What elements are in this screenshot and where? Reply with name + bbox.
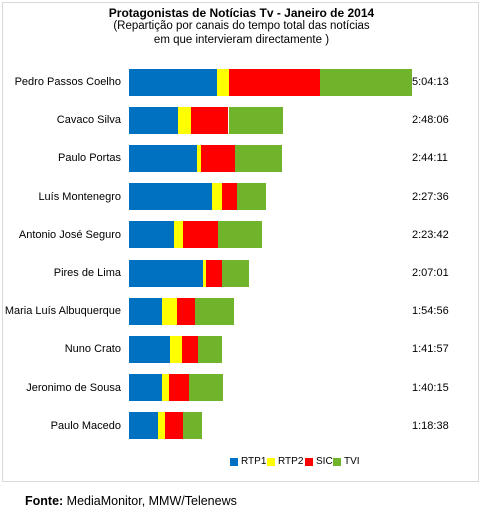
bar-segment-sic	[182, 221, 219, 249]
legend-label: RTP1	[241, 456, 267, 467]
bar-segment-rtp1	[129, 106, 179, 134]
category-label: Pires de Lima	[53, 267, 121, 279]
total-time-label: 2:48:06	[412, 114, 449, 127]
total-time-label: 2:07:01	[412, 267, 449, 279]
source-text: MediaMonitor, MMW/Telenews	[63, 494, 237, 508]
total-time-label: 2:23:42	[412, 228, 449, 241]
legend-swatch	[333, 457, 341, 466]
legend-label: SIC	[316, 456, 333, 467]
category-label: Paulo Portas	[58, 152, 121, 165]
legend-label: TVI	[344, 456, 360, 467]
legend-item-tvi: TVI	[333, 456, 360, 467]
legend-item-sic: SIC	[305, 456, 333, 467]
bar-segment-rtp1	[129, 297, 162, 325]
bar-segment-rtp1	[129, 335, 170, 363]
legend-swatch	[267, 457, 275, 466]
bar-segment-rtp1	[129, 412, 158, 440]
bar-segment-tvi	[319, 68, 412, 96]
category-label: Cavaco Silva	[56, 114, 121, 127]
total-time-label: 1:18:38	[412, 419, 449, 432]
chart-legend: RTP1 RTP2 SIC TVI	[0, 456, 483, 470]
bar-segment-sic	[222, 183, 237, 211]
source-footer: Fonte: MediaMonitor, MMW/Telenews	[25, 494, 237, 508]
bar-segment-rtp1	[129, 144, 197, 172]
bar-segment-tvi	[222, 259, 249, 287]
bar-segment-rtp1	[129, 221, 174, 249]
bar-segment-rtp2	[161, 374, 169, 402]
chart-frame	[2, 2, 479, 482]
bar-segment-rtp2	[211, 183, 222, 211]
bar-segment-rtp2	[196, 144, 201, 172]
bar-segment-sic	[168, 374, 189, 402]
legend-swatch	[230, 457, 238, 466]
category-label: Maria Luís Albuquerque	[4, 305, 121, 318]
category-label: Jeronimo de Sousa	[26, 381, 121, 394]
bar-segment-rtp2	[169, 335, 182, 363]
bar-segment-sic	[191, 106, 229, 134]
total-time-label: 2:44:11	[412, 152, 448, 165]
chart-subtitle-line1: (Repartição por canais do tempo total da…	[113, 20, 370, 32]
total-time-label: 1:54:56	[412, 305, 449, 318]
bar-segment-rtp1	[129, 68, 218, 96]
bar-segment-rtp2	[178, 106, 192, 134]
category-label: Pedro Passos Coelho	[14, 76, 121, 88]
bar-segment-rtp1	[129, 183, 212, 211]
category-label: Antonio José Seguro	[18, 228, 121, 241]
bar-segment-rtp2	[173, 221, 183, 249]
total-time-label: 5:04:13	[412, 76, 449, 88]
bar-segment-sic	[229, 68, 320, 96]
bar-segment-tvi	[218, 221, 262, 249]
bar-segment-tvi	[188, 374, 223, 402]
legend-item-rtp1: RTP1	[230, 456, 266, 467]
chart-title: Protagonistas de Notícias Tv - Janeiro d…	[108, 6, 375, 20]
bar-segment-rtp1	[129, 374, 162, 402]
category-label: Nuno Crato	[64, 343, 121, 356]
chart-subtitle-line2: em que intervieram directamente )	[153, 34, 330, 46]
legend-label: RTP2	[278, 456, 304, 467]
bar-segment-rtp2	[217, 68, 230, 96]
total-time-label: 2:27:36	[412, 190, 449, 203]
source-label: Fonte:	[25, 494, 64, 508]
bar-segment-sic	[206, 259, 222, 287]
bar-segment-tvi	[195, 297, 235, 325]
bar-segment-tvi	[182, 412, 202, 440]
bar-segment-sic	[182, 335, 198, 363]
bar-segment-sic	[200, 144, 236, 172]
bar-segment-rtp2	[161, 297, 178, 325]
category-label: Luís Montenegro	[38, 190, 121, 203]
bar-segment-tvi	[197, 335, 222, 363]
bar-segment-rtp1	[129, 259, 204, 287]
bar-segment-tvi	[235, 144, 283, 172]
bar-segment-sic	[177, 297, 196, 325]
total-time-label: 1:41:57	[412, 343, 449, 356]
bar-segment-rtp2	[157, 412, 166, 440]
legend-swatch	[305, 457, 313, 466]
bar-segment-tvi	[228, 106, 284, 134]
bar-segment-sic	[165, 412, 183, 440]
bar-segment-tvi	[236, 183, 266, 211]
bar-segment-rtp2	[203, 259, 207, 287]
total-time-label: 1:40:15	[412, 381, 449, 394]
legend-item-rtp2: RTP2	[267, 456, 303, 467]
category-label: Paulo Macedo	[50, 419, 121, 432]
